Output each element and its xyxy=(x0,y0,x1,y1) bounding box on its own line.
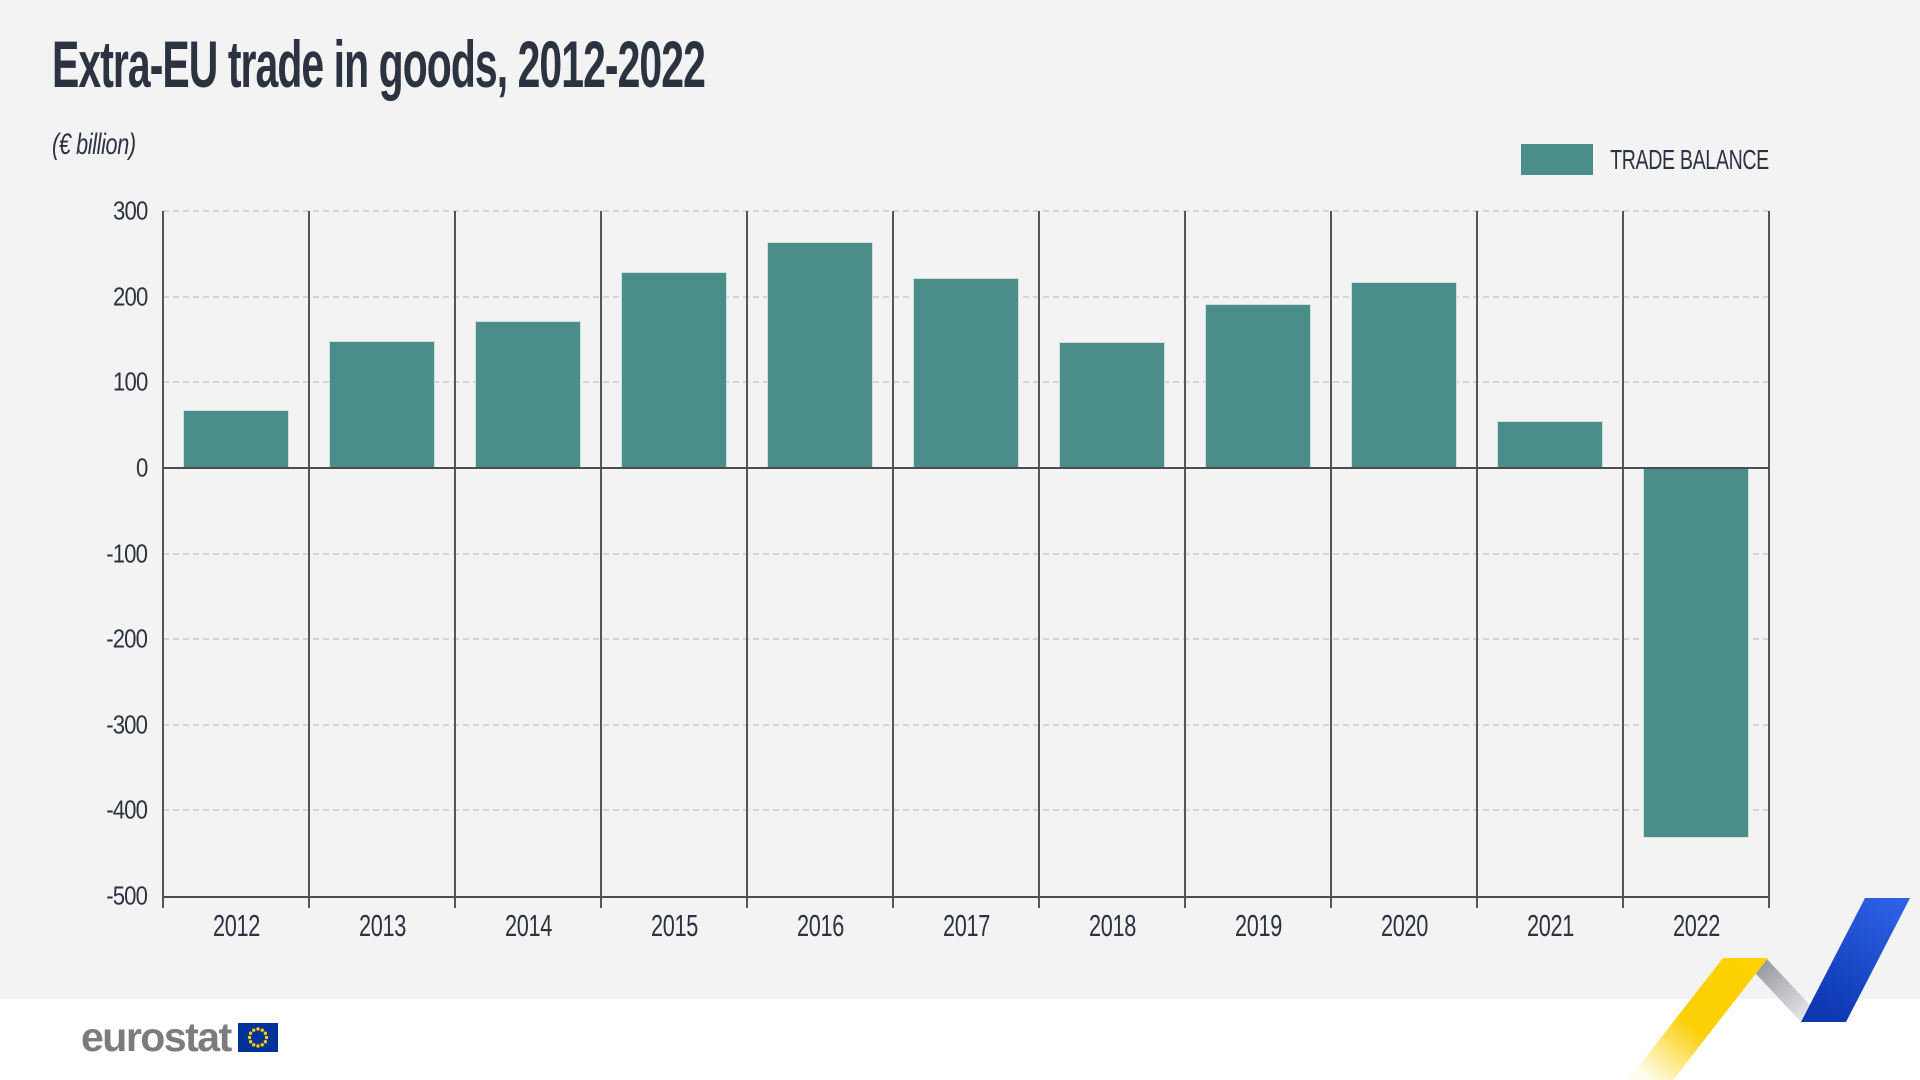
footer xyxy=(0,999,1920,1080)
x-axis-label-text: 2021 xyxy=(1526,908,1574,943)
trend-arrow-ribbon-icon xyxy=(1628,898,1910,1080)
y-axis-line xyxy=(162,211,164,908)
x-axis-label-text: 2014 xyxy=(504,908,552,943)
x-axis-label: 2021 xyxy=(1477,908,1623,944)
x-axis-label: 2020 xyxy=(1331,908,1477,944)
gridline--100 xyxy=(163,552,1769,555)
gridline--300 xyxy=(163,723,1769,726)
bar-2014 xyxy=(475,321,581,468)
y-axis-label: -200 xyxy=(106,623,148,654)
x-axis-label: 2013 xyxy=(309,908,455,944)
y-axis-label: -400 xyxy=(106,794,148,825)
y-axis-label: 100 xyxy=(112,366,148,397)
x-axis-label: 2022 xyxy=(1623,908,1769,944)
column-separator xyxy=(454,211,456,908)
bar-2020 xyxy=(1351,282,1457,468)
y-axis-label: 300 xyxy=(112,195,148,226)
y-axis-label: -100 xyxy=(106,538,148,568)
column-separator xyxy=(1184,211,1186,908)
x-axis-label: 2017 xyxy=(893,908,1039,944)
chart-canvas xyxy=(0,0,1920,999)
x-axis-label-text: 2013 xyxy=(358,908,406,943)
x-axis-label: 2014 xyxy=(455,908,601,944)
column-separator xyxy=(1330,211,1332,908)
x-axis-label-text: 2017 xyxy=(942,908,990,943)
x-axis-label-text: 2022 xyxy=(1672,908,1720,943)
bar-2017 xyxy=(913,277,1019,468)
column-separator xyxy=(1768,211,1770,908)
gridline--400 xyxy=(163,809,1769,812)
x-axis-label: 2018 xyxy=(1039,908,1185,944)
x-axis-label-text: 2015 xyxy=(650,908,698,943)
chart-subtitle: (€ billion) xyxy=(52,128,136,161)
x-axis-label-text: 2016 xyxy=(796,908,844,943)
bar-2013 xyxy=(329,341,435,468)
legend-label: TRADE BALANCE xyxy=(1610,143,1769,175)
x-axis-label-text: 2018 xyxy=(1088,908,1136,943)
column-separator xyxy=(746,211,748,908)
legend: TRADE BALANCE xyxy=(1521,144,1769,175)
column-separator xyxy=(1622,211,1624,908)
plot-area: 300 200 100 0 -100 -200 -300 -400 -500 xyxy=(106,196,1770,911)
zero-axis-line xyxy=(163,466,1769,469)
legend-swatch xyxy=(1521,144,1594,175)
bar-2018 xyxy=(1059,342,1165,468)
bar-2021 xyxy=(1497,420,1603,468)
x-axis-label: 2016 xyxy=(747,908,893,944)
x-axis-label-text: 2019 xyxy=(1234,908,1282,943)
eu-flag-icon xyxy=(237,1023,278,1052)
gridline-300 xyxy=(163,210,1769,212)
eurostat-logo-text: eurostat xyxy=(81,1014,232,1060)
gridline--200 xyxy=(163,638,1769,641)
y-axis-label: 0 xyxy=(135,452,148,483)
chart-title: Extra-EU trade in goods, 2012-2022 xyxy=(52,27,706,101)
bar-2012 xyxy=(183,409,289,468)
column-separator xyxy=(1476,211,1478,908)
x-axis-labels: 2012 2013 2014 2015 2016 2017 2018 2019 2020 2021… xyxy=(163,908,1769,944)
column-separator xyxy=(600,211,602,908)
x-axis-label: 2012 xyxy=(163,908,309,944)
y-axis-label: 200 xyxy=(112,281,148,312)
x-axis-label-text: 2012 xyxy=(212,908,260,943)
column-separator xyxy=(1038,211,1040,908)
x-axis-label: 2019 xyxy=(1185,908,1331,944)
bar-2022 xyxy=(1643,467,1749,838)
y-axis-label: -500 xyxy=(106,880,148,911)
x-axis-label: 2015 xyxy=(601,908,747,944)
eu-flag-stars xyxy=(247,1027,268,1048)
bar-2019 xyxy=(1205,304,1311,468)
x-axis-label-text: 2020 xyxy=(1380,908,1428,943)
bar-2015 xyxy=(621,271,727,468)
bar-2016 xyxy=(767,241,873,468)
column-separator xyxy=(308,211,310,908)
column-separator xyxy=(892,211,894,908)
y-axis-label: -300 xyxy=(106,709,148,740)
eurostat-logo: eurostat xyxy=(81,1014,278,1061)
